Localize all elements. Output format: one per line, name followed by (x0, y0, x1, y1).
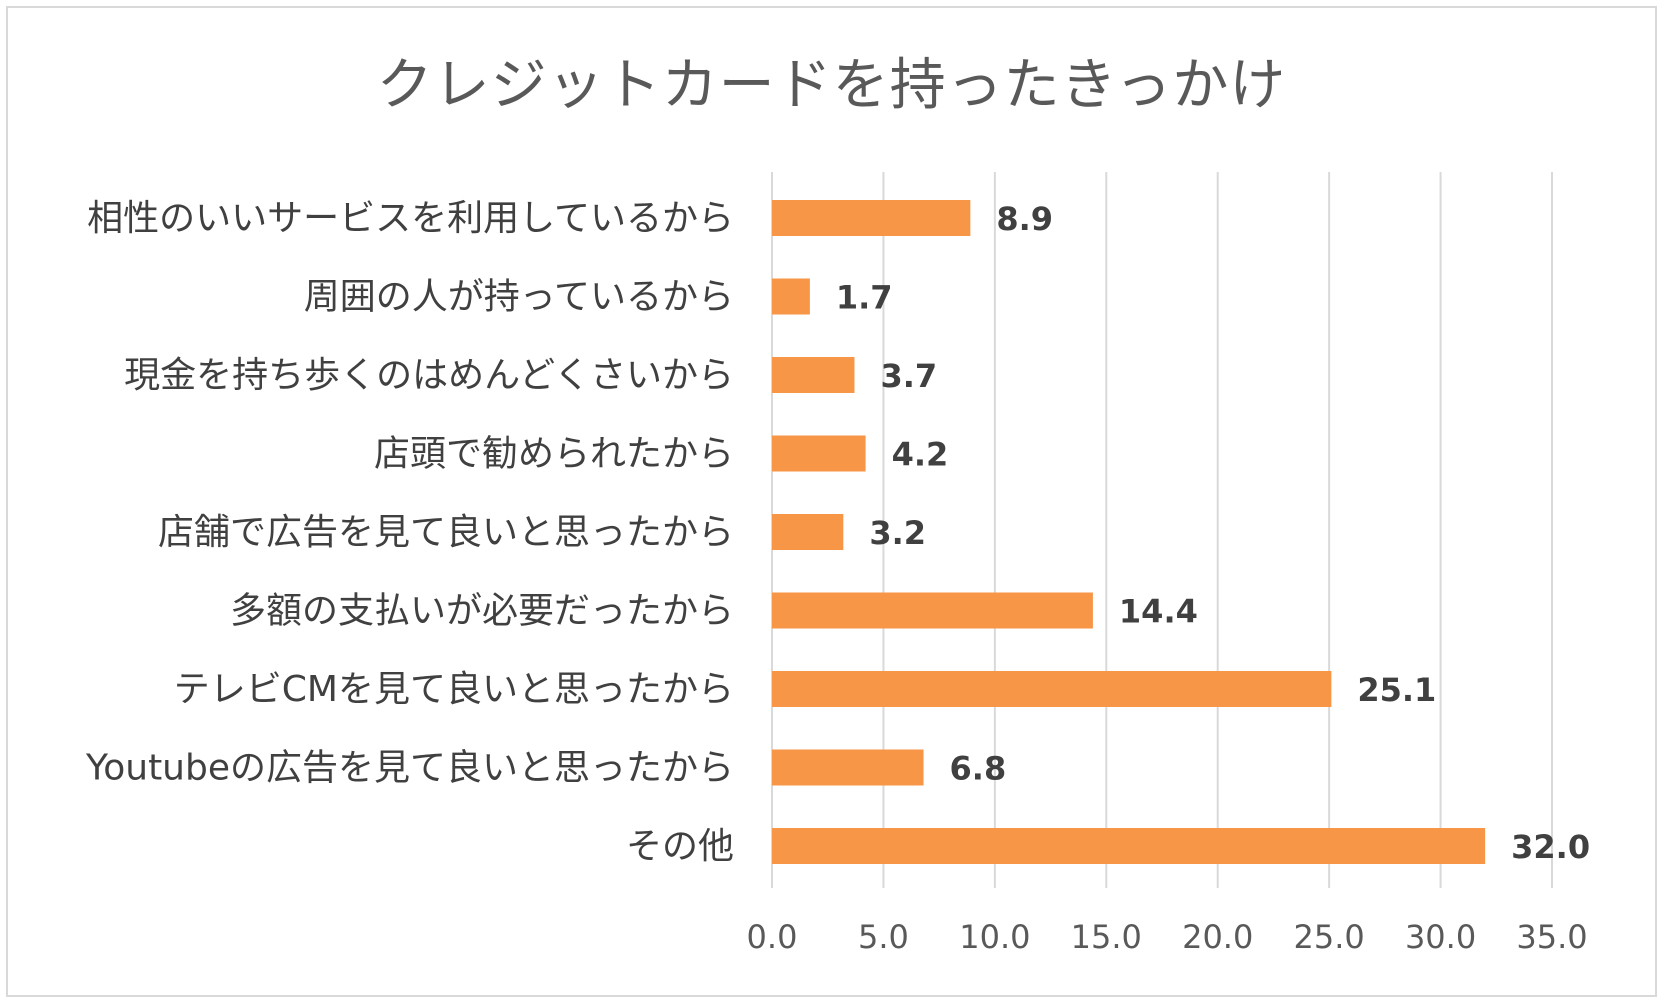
x-axis-tick-labels: 0.0 5.0 10.0 15.0 20.0 25.0 30.0 35.0 (747, 918, 1588, 956)
x-tick-label: 20.0 (1182, 918, 1253, 956)
bar (772, 592, 1093, 629)
x-tick-label: 35.0 (1516, 918, 1587, 956)
x-tick-label: 5.0 (858, 918, 909, 956)
category-label: テレビCMを見て良いと思ったから (174, 669, 734, 710)
x-tick-label: 10.0 (959, 918, 1030, 956)
category-label: 店頭で勧められたから (374, 434, 734, 475)
category-label: 多額の支払いが必要だったから (230, 591, 734, 632)
data-label: 3.2 (869, 514, 926, 552)
bar (772, 435, 866, 472)
category-label: 店舗で広告を見て良いと思ったから (158, 512, 734, 553)
x-tick-label: 25.0 (1294, 918, 1365, 956)
bars (772, 200, 1486, 864)
data-label: 6.8 (950, 750, 1007, 788)
data-label: 3.7 (880, 357, 937, 395)
chart-title: クレジットカードを持ったきっかけ (376, 53, 1287, 118)
category-label: その他 (626, 826, 734, 867)
x-tick-label: 30.0 (1405, 918, 1476, 956)
gridlines (771, 172, 1553, 888)
data-label: 4.2 (892, 436, 949, 474)
data-label: 14.4 (1119, 593, 1198, 631)
category-label: 現金を持ち歩くのはめんどくさいから (124, 355, 734, 396)
category-label: 周囲の人が持っているから (304, 277, 734, 318)
data-label: 25.1 (1357, 671, 1436, 709)
bar (772, 671, 1332, 707)
category-label: 相性のいいサービスを利用しているから (87, 198, 734, 239)
data-label: 8.9 (996, 200, 1053, 238)
bar (772, 514, 844, 550)
bar (772, 749, 924, 786)
category-label: Youtubeの広告を見て良いと思ったから (85, 748, 734, 789)
bar (772, 200, 971, 236)
x-tick-label: 0.0 (747, 918, 798, 956)
data-label: 32.0 (1511, 828, 1590, 866)
x-tick-label: 15.0 (1071, 918, 1142, 956)
bar (772, 357, 855, 393)
bar (772, 278, 810, 315)
bar (772, 828, 1486, 864)
category-labels: 相性のいいサービスを利用しているから周囲の人が持っているから現金を持ち歩くのはめ… (85, 198, 734, 867)
data-labels: 8.9 1.7 3.7 4.2 3.2 14.4 25.1 6.8 32.0 (836, 200, 1590, 866)
data-label: 1.7 (836, 279, 893, 317)
